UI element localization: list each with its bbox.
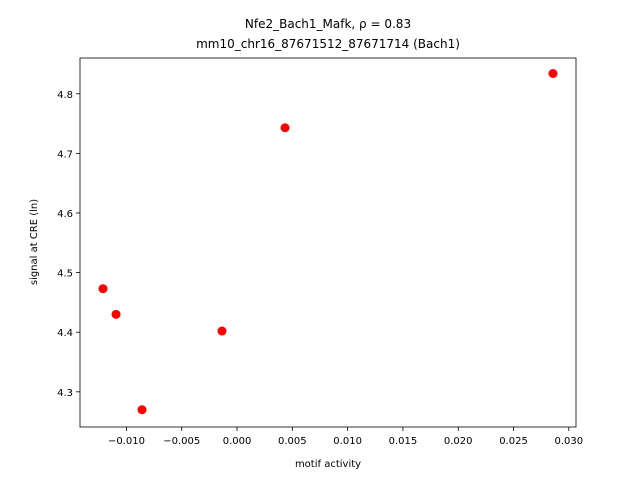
x-tick-label: 0.030 — [554, 436, 583, 447]
point — [217, 326, 227, 336]
plot-frame — [79, 57, 577, 428]
x-tick-label: 0.020 — [444, 436, 473, 447]
chart-subtitle: mm10_chr16_87671512_87671714 (Bach1) — [196, 37, 460, 51]
x-tick-label: 0.025 — [499, 436, 528, 447]
y-tick-label: 4.5 — [57, 269, 73, 280]
y-axis-label: signal at CRE (ln) — [29, 199, 40, 285]
point — [111, 309, 121, 319]
x-tick-label: 0.005 — [278, 436, 307, 447]
chart-title: Nfe2_Bach1_Mafk, ρ = 0.83 — [245, 17, 411, 31]
y-tick-label: 4.4 — [57, 328, 73, 339]
x-tick-label: −0.010 — [108, 436, 145, 447]
point — [280, 123, 290, 133]
y-tick-label: 4.7 — [57, 149, 73, 160]
x-tick-label: −0.005 — [163, 436, 200, 447]
x-tick-label: 0.010 — [333, 436, 362, 447]
y-tick-label: 4.3 — [57, 388, 73, 399]
x-axis-label: motif activity — [295, 459, 361, 470]
x-tick-label: 0.015 — [389, 436, 418, 447]
x-tick-label: 0.000 — [223, 436, 252, 447]
y-tick-label: 4.6 — [57, 209, 73, 220]
y-tick-label: 4.8 — [57, 90, 73, 101]
point — [137, 405, 147, 415]
point — [98, 284, 108, 294]
point — [548, 68, 558, 78]
